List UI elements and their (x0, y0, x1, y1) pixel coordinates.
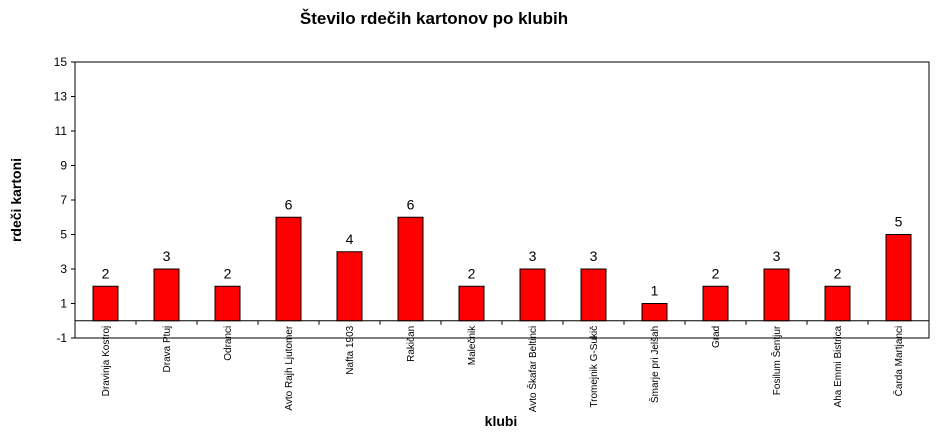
plot-area (74, 61, 930, 339)
y-tick-label: 11 (55, 124, 68, 138)
x-tick-label: Avto Rajh Ljutomer (284, 325, 295, 411)
x-tick-label: Tromejnik G-Sukič (589, 326, 600, 408)
y-tick-label: 7 (60, 193, 67, 207)
y-tick-label: 13 (54, 90, 68, 104)
y-axis-label: rdeči kartoni (8, 158, 24, 242)
bar (519, 268, 546, 322)
x-axis-labels: Dravinja Kostroj Drava Ptuj Odranci Avto Ra… (74, 320, 905, 413)
bar (580, 268, 607, 322)
y-tick-label: 5 (60, 228, 67, 242)
bar (641, 303, 668, 322)
bar-value-label: 2 (834, 265, 842, 281)
bar-value-label: 2 (224, 265, 232, 281)
bar-value-label: 2 (468, 265, 476, 281)
bar-value-label: 2 (712, 265, 720, 281)
y-tick-label: 1 (60, 297, 67, 311)
x-axis-label: klubi (485, 413, 518, 429)
bar-value-label: 1 (651, 283, 659, 299)
bar-value-label: 6 (407, 196, 415, 212)
bar (275, 216, 302, 322)
bar-value-label: 3 (590, 248, 598, 264)
x-tick-label: Drava Ptuj (162, 326, 173, 373)
bar-value-label: 4 (346, 231, 354, 247)
bar (214, 285, 241, 322)
x-tick-label: Šmarje pri Jelšah (648, 326, 661, 403)
chart-title: Število rdečih kartonov po klubih (299, 9, 569, 28)
x-tick-label: Fosilum Šentjur (770, 325, 783, 395)
bar (397, 216, 424, 322)
bar (885, 234, 912, 322)
x-tick-label: Malečnik (467, 325, 478, 365)
bar-value-label: 6 (285, 196, 293, 212)
x-tick-label: Grad (711, 326, 722, 348)
y-tick-label: 15 (54, 55, 68, 69)
bar (336, 251, 363, 322)
bar (763, 268, 790, 322)
bar-value-label: 3 (163, 248, 171, 264)
bar (824, 285, 851, 322)
x-tick-label: Čarda Martjanci (892, 326, 905, 397)
x-tick-label: Avto Škafar Beltinci (526, 326, 539, 413)
x-tick-label: Dravinja Kostroj (101, 326, 112, 397)
bar-value-label: 2 (102, 265, 110, 281)
x-tick-label: Odranci (223, 326, 234, 361)
y-tick-label: 3 (60, 262, 67, 276)
x-tick-label: Rakičan (406, 326, 417, 362)
x-tick-label: Aha Emmi Bistrica (833, 325, 844, 407)
bar (153, 268, 180, 322)
y-tick-label: 9 (60, 159, 67, 173)
x-tick-label: Nafta 1903 (345, 325, 356, 374)
bar-value-label: 5 (895, 214, 903, 230)
bar (458, 285, 485, 322)
bars: 2 3 2 6 4 6 2 3 3 1 2 3 2 5 (92, 196, 912, 322)
y-tick-label: -1 (56, 331, 67, 345)
bar-value-label: 3 (773, 248, 781, 264)
bar-value-label: 3 (529, 248, 537, 264)
bar (92, 285, 119, 322)
bar (702, 285, 729, 322)
